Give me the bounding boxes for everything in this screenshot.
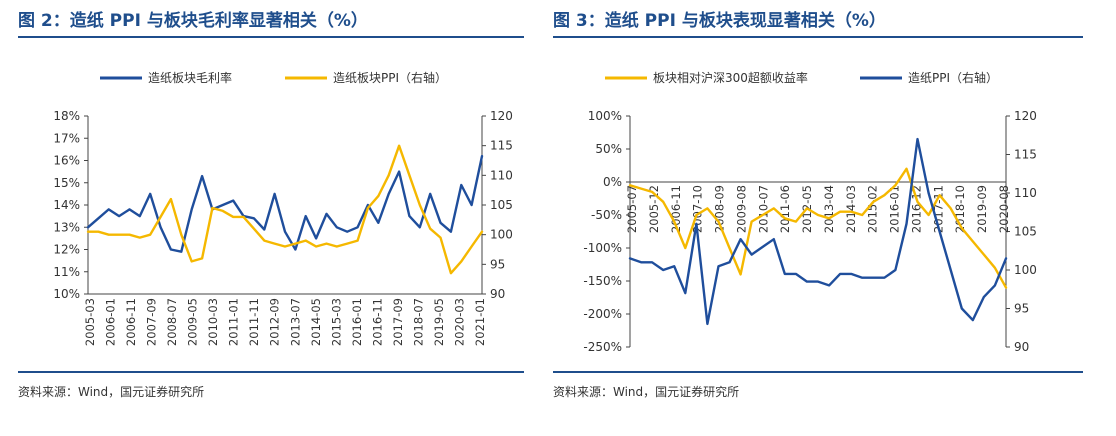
legend-label-0: 板块相对沪深300超额收益率	[653, 70, 808, 85]
x-tick-label: 2014-05	[309, 298, 323, 346]
x-tick-label: 2015-02	[866, 185, 880, 233]
left-figure: 图 2：造纸 PPI 与板块毛利率显著相关（%） 18% 17% 16% 15% 14%…	[0, 0, 538, 436]
left-y-tick-label: 16%	[53, 154, 80, 168]
x-tick-label: 2011-11	[247, 298, 261, 346]
right-y-tick-label: 105	[1014, 225, 1037, 239]
right-y-tick-label: 115	[1014, 148, 1037, 162]
x-tick-label: 2021-01	[473, 298, 487, 346]
x-tick-label: 2009-08	[734, 185, 748, 233]
left-chart: 18% 17% 16% 15% 14% 13% 12% 11% 10% 120 115 110 105 1…	[53, 70, 513, 346]
left-y-tick-label: -200%	[583, 307, 622, 321]
x-tick-label: 2008-07	[165, 298, 179, 346]
x-tick-label: 2013-04	[822, 185, 836, 233]
left-y-tick-label: 100%	[588, 109, 622, 123]
right-y-tick-label: 90	[490, 287, 505, 301]
x-tick-label: 2018-07	[411, 298, 425, 346]
x-tick-label: 2020-03	[452, 298, 466, 346]
legend-label-0: 造纸板块毛利率	[148, 70, 232, 85]
x-tick-label: 2012-09	[268, 298, 282, 346]
left-y-tick-label: -150%	[583, 274, 622, 288]
x-tick-label: 2005-07	[625, 185, 639, 233]
x-tick-label: 2010-03	[206, 298, 220, 346]
right-y-tick-label: 110	[1014, 186, 1037, 200]
right-chart: 100% 50% 0% -50% -100% -150% -200% -250% 120 115 1…	[583, 70, 1037, 354]
x-tick-label: 2008-09	[713, 185, 727, 233]
right-y-tick-label: 120	[1014, 109, 1037, 123]
right-y-tick-label: 110	[490, 168, 513, 182]
left-y-tick-label: 17%	[53, 131, 80, 145]
left-y-tick-label: 11%	[53, 265, 80, 279]
x-tick-label: 2009-05	[186, 298, 200, 346]
left-y-tick-label: 10%	[53, 287, 80, 301]
legend-label-1: 造纸PPI（右轴）	[908, 70, 998, 85]
left-y-tick-label: 13%	[53, 220, 80, 234]
right-title-rule	[553, 36, 1083, 38]
left-y-tick-label: -50%	[591, 208, 622, 222]
left-y-tick-label: -250%	[583, 340, 622, 354]
x-tick-label: 2005-03	[83, 298, 97, 346]
left-y-tick-label: 18%	[53, 109, 80, 123]
right-y-tick-label: 100	[490, 228, 513, 242]
x-tick-label: 2019-09	[975, 185, 989, 233]
x-tick-label: 2016-11	[370, 298, 384, 346]
series-line-0	[628, 167, 1008, 289]
x-tick-label: 2016-01	[350, 298, 364, 346]
x-tick-label: 2020-08	[997, 185, 1011, 233]
right-y-tick-label: 100	[1014, 263, 1037, 277]
x-tick-label: 2006-01	[104, 298, 118, 346]
right-source-note: 资料来源：Wind，国元证券研究所	[553, 385, 740, 399]
right-bottom-rule	[553, 371, 1083, 373]
x-tick-label: 2011-06	[778, 185, 792, 233]
x-tick-label: 2019-05	[432, 298, 446, 346]
series-line-1	[628, 137, 1008, 326]
x-tick-label: 2013-07	[288, 298, 302, 346]
right-y-tick-label: 105	[490, 198, 513, 212]
x-tick-label: 2006-11	[124, 298, 138, 346]
x-tick-label: 2007-09	[145, 298, 159, 346]
left-y-tick-label: 14%	[53, 198, 80, 212]
left-y-tick-label: 12%	[53, 243, 80, 257]
x-tick-label: 2006-11	[669, 185, 683, 233]
x-tick-label: 2014-03	[844, 185, 858, 233]
left-y-tick-label: 0%	[603, 175, 622, 189]
right-y-tick-label: 120	[490, 109, 513, 123]
series-line-0	[86, 154, 484, 253]
left-y-tick-label: -100%	[583, 241, 622, 255]
x-tick-label: 2017-09	[391, 298, 405, 346]
right-y-tick-label: 95	[1014, 302, 1029, 316]
left-source-note: 资料来源：Wind，国元证券研究所	[18, 385, 205, 399]
right-y-tick-label: 90	[1014, 340, 1029, 354]
x-tick-label: 2016-12	[909, 185, 923, 233]
right-figure: 图 3：造纸 PPI 与板块表现显著相关（%） 100% 50% 0% -50% -10…	[553, 0, 1116, 436]
left-y-tick-label: 15%	[53, 176, 80, 190]
left-title-rule	[18, 36, 524, 38]
x-tick-label: 2016-01	[888, 185, 902, 233]
left-bottom-rule	[18, 371, 524, 373]
right-y-tick-label: 95	[490, 257, 505, 271]
left-y-tick-label: 50%	[595, 142, 622, 156]
x-tick-label: 2010-07	[756, 185, 770, 233]
left-figure-title: 图 2：造纸 PPI 与板块毛利率显著相关（%）	[18, 11, 368, 31]
series-line-1	[86, 144, 484, 275]
x-tick-label: 2011-01	[227, 298, 241, 346]
legend-label-1: 造纸板块PPI（右轴）	[333, 70, 447, 85]
x-tick-label: 2015-03	[329, 298, 343, 346]
right-figure-title: 图 3：造纸 PPI 与板块表现显著相关（%）	[553, 11, 886, 31]
right-y-tick-label: 115	[490, 139, 513, 153]
